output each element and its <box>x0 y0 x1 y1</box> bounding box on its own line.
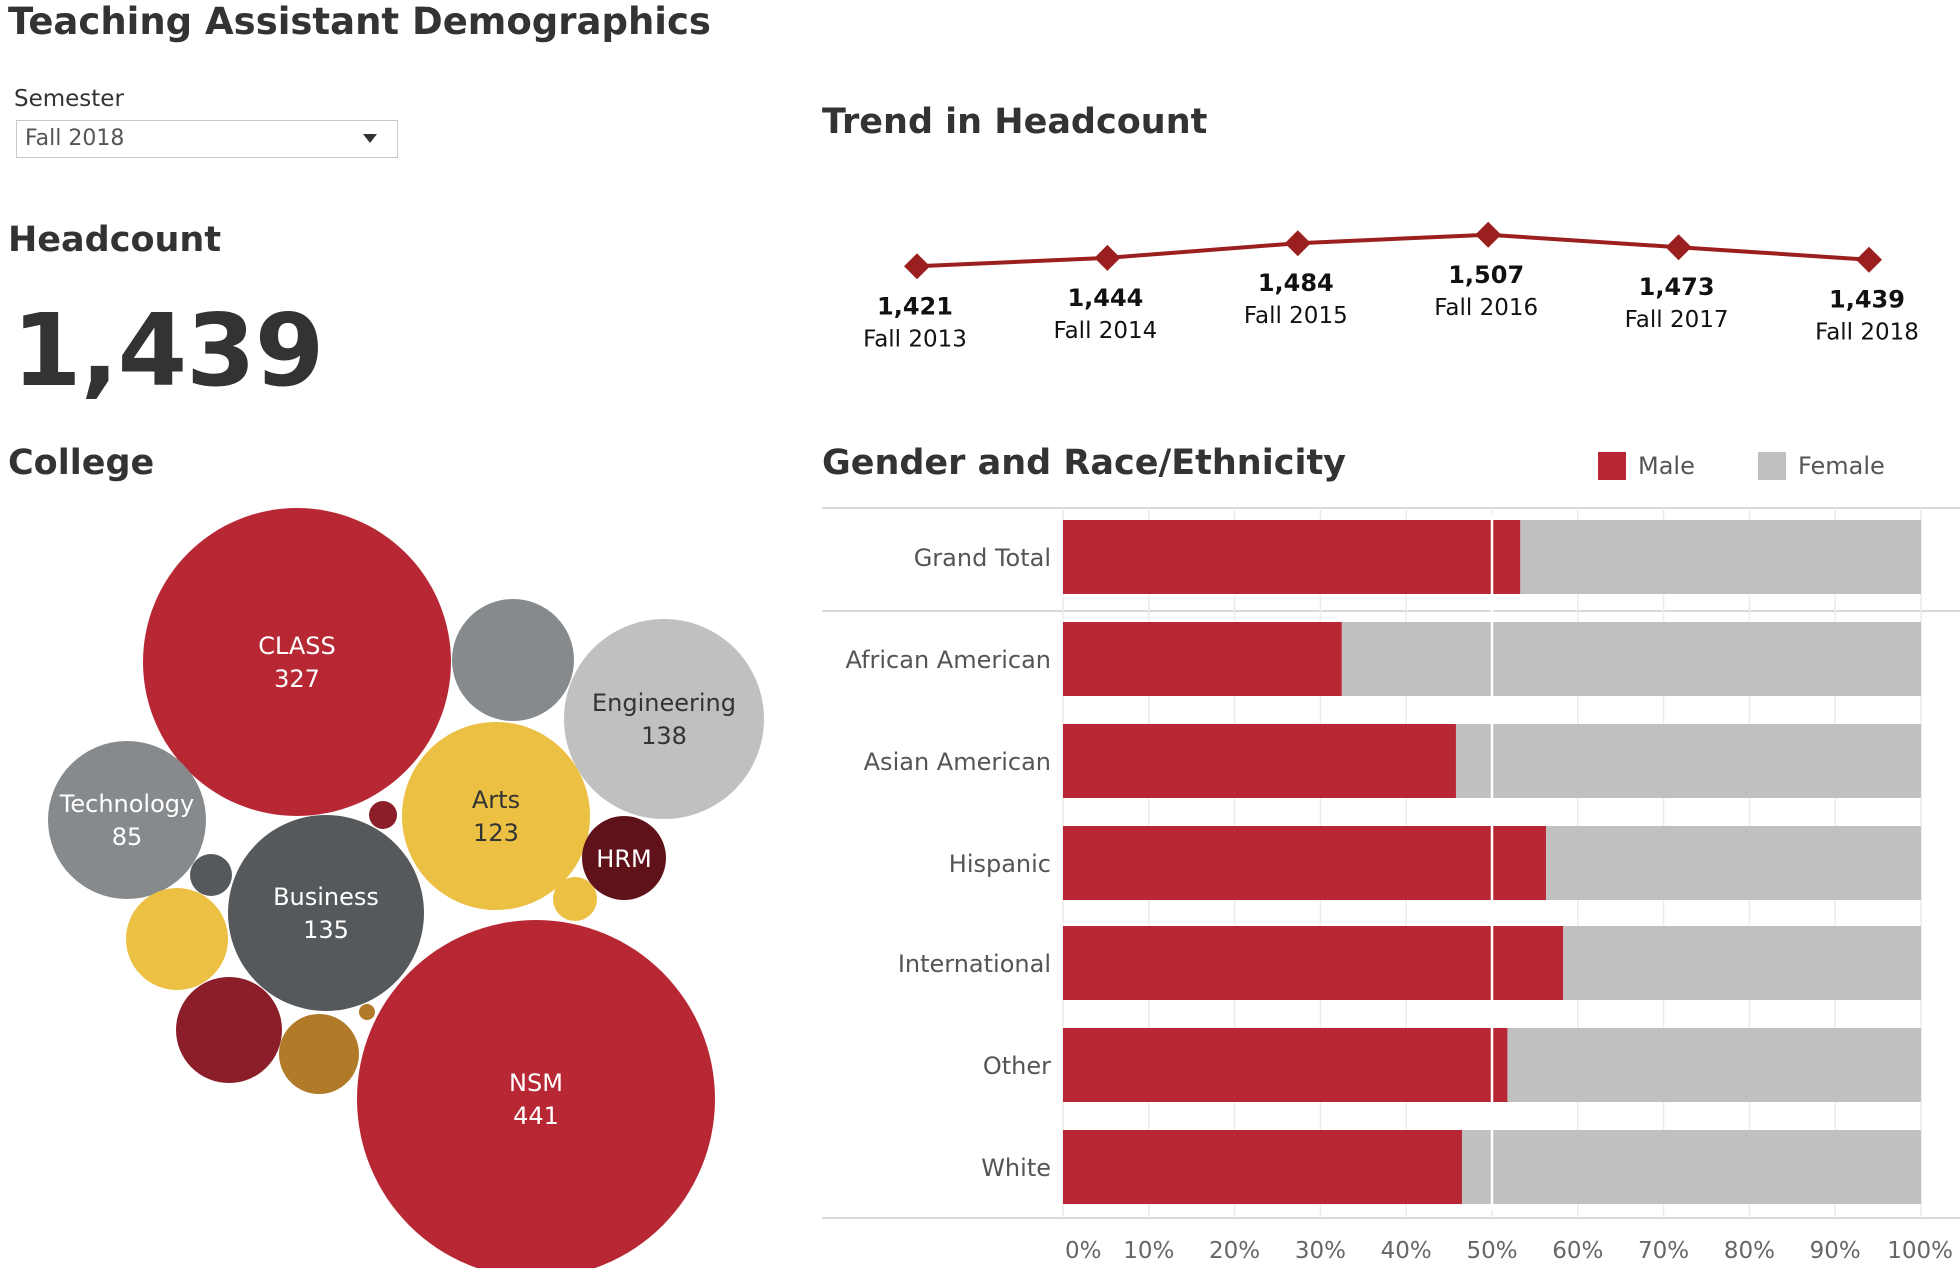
x-tick-label: 60% <box>1552 1238 1603 1264</box>
college-bubble <box>582 816 666 900</box>
college-bubble <box>402 722 590 910</box>
bar-male <box>1063 622 1342 696</box>
college-bubble <box>126 888 228 990</box>
legend-swatch-female <box>1758 452 1786 480</box>
college-bubble <box>176 977 282 1083</box>
trend-point-marker <box>1475 221 1502 248</box>
bar-female <box>1520 520 1921 594</box>
college-bubble <box>48 741 206 899</box>
legend-label-male: Male <box>1638 452 1695 480</box>
bar-female <box>1507 1028 1921 1102</box>
college-bubble <box>564 619 764 819</box>
bar-female <box>1546 826 1921 900</box>
college-bubble <box>359 1004 375 1020</box>
college-bubble-label: Technology <box>59 790 194 818</box>
college-bubble-value: 327 <box>274 665 320 693</box>
college-bubble-label: NSM <box>509 1069 563 1097</box>
category-label: Hispanic <box>949 850 1051 878</box>
legend-item-male[interactable]: Male <box>1598 452 1695 480</box>
trend-point-marker <box>1094 244 1121 271</box>
legend-swatch-male <box>1598 452 1626 480</box>
college-bubble-label: HRM <box>596 845 651 873</box>
x-tick-label: 90% <box>1810 1238 1861 1264</box>
college-bubble-value: 441 <box>513 1102 559 1130</box>
college-bubble-chart: CLASS 327 NSM 441 Engineering 138 Technology 85… <box>48 508 764 1268</box>
category-label: International <box>898 950 1051 978</box>
college-bubble <box>143 508 451 816</box>
trend-line <box>916 232 1870 269</box>
trend-category-label: Fall 2013 <box>863 326 967 352</box>
bar-male <box>1063 724 1456 798</box>
category-label: African American <box>846 646 1052 674</box>
category-label: Other <box>983 1052 1051 1080</box>
category-label: White <box>981 1154 1051 1182</box>
bar-female <box>1341 622 1921 696</box>
bar-male <box>1063 1130 1462 1204</box>
trend-category-label: Fall 2016 <box>1434 295 1538 321</box>
trend-point-marker <box>1665 234 1692 261</box>
headcount-title: Headcount <box>8 220 222 260</box>
x-tick-label: 50% <box>1466 1238 1517 1264</box>
college-bubble-value: 135 <box>303 916 349 944</box>
x-tick-label: 20% <box>1209 1238 1260 1264</box>
bar-female <box>1455 724 1921 798</box>
college-bubble <box>369 801 397 829</box>
college-bubble-value: 85 <box>112 823 143 851</box>
college-bubble <box>357 920 715 1268</box>
college-bubble <box>228 815 424 1011</box>
trend-point-marker <box>904 253 930 280</box>
trend-category-label: Fall 2014 <box>1053 318 1157 344</box>
bar-male <box>1063 926 1564 1000</box>
x-tick-label: 100% <box>1887 1238 1953 1264</box>
college-bubble-label: Business <box>273 883 379 911</box>
category-label: Asian American <box>864 748 1051 776</box>
x-tick-label: 10% <box>1123 1238 1174 1264</box>
bar-female <box>1461 1130 1921 1204</box>
college-bubble-label: Engineering <box>592 689 736 717</box>
x-tick-label: 30% <box>1295 1238 1346 1264</box>
semester-dropdown[interactable]: Fall 2018 <box>16 120 398 158</box>
headcount-trend-chart: 1,421 Fall 2013 1,444 Fall 2014 1,484 Fall 20… <box>863 221 1919 352</box>
trend-value-label: 1,507 <box>1448 261 1524 289</box>
semester-filter-label: Semester <box>14 86 124 112</box>
college-bubble <box>553 877 597 921</box>
bar-male <box>1063 1028 1508 1102</box>
headcount-value: 1,439 <box>12 292 324 409</box>
bar-male <box>1063 520 1521 594</box>
x-tick-label: 40% <box>1381 1238 1432 1264</box>
trend-category-label: Fall 2018 <box>1815 320 1919 346</box>
college-bubble <box>279 1014 359 1094</box>
legend-item-female[interactable]: Female <box>1758 452 1885 480</box>
trend-point-marker <box>1856 246 1882 273</box>
bar-male <box>1063 826 1547 900</box>
gender-race-title: Gender and Race/Ethnicity <box>822 443 1346 483</box>
legend-label-female: Female <box>1798 452 1885 480</box>
trend-value-label: 1,421 <box>877 292 953 320</box>
semester-dropdown-value: Fall 2018 <box>25 126 125 151</box>
x-tick-label: 0% <box>1065 1238 1102 1264</box>
college-bubble-label: CLASS <box>258 632 336 660</box>
x-tick-label: 70% <box>1638 1238 1689 1264</box>
trend-category-label: Fall 2017 <box>1625 307 1729 333</box>
college-bubble <box>190 854 232 896</box>
page-title: Teaching Assistant Demographics <box>8 0 711 43</box>
college-bubble <box>452 599 574 721</box>
college-bubble-value: 123 <box>473 819 519 847</box>
trend-category-label: Fall 2015 <box>1244 303 1348 329</box>
bar-female <box>1563 926 1921 1000</box>
college-title: College <box>8 443 155 483</box>
trend-value-label: 1,473 <box>1639 273 1715 301</box>
category-label: Grand Total <box>914 544 1051 572</box>
chevron-down-icon <box>363 134 377 143</box>
college-bubble-value: 138 <box>641 722 687 750</box>
trend-title: Trend in Headcount <box>822 102 1208 142</box>
trend-value-label: 1,444 <box>1067 284 1143 312</box>
trend-value-label: 1,484 <box>1258 269 1334 297</box>
trend-point-marker <box>1284 230 1311 257</box>
x-tick-label: 80% <box>1724 1238 1775 1264</box>
college-bubble-label: Arts <box>472 786 520 814</box>
trend-value-label: 1,439 <box>1829 286 1905 314</box>
gender-race-bar-chart: Grand Total African American Asian America… <box>822 507 1960 1264</box>
